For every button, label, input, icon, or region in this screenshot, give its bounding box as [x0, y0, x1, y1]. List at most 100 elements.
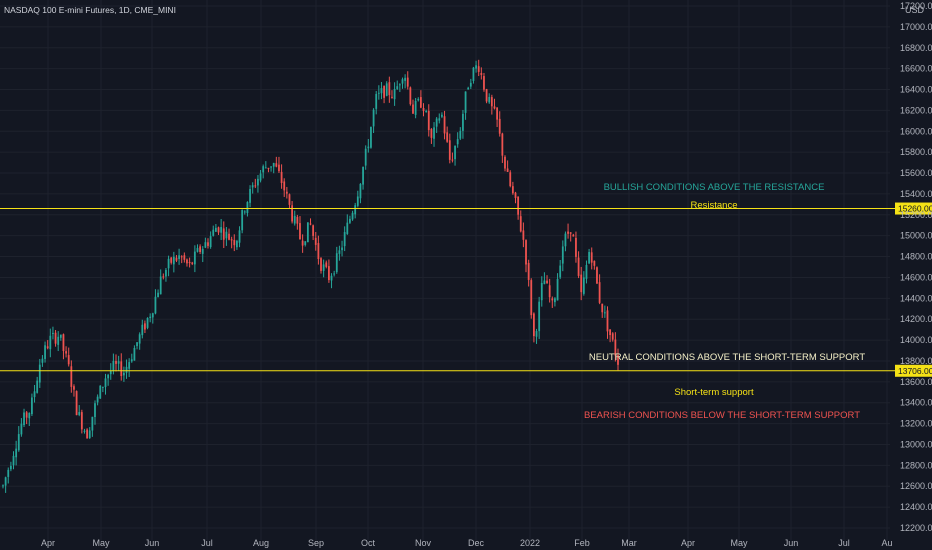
candle-body	[335, 253, 338, 273]
candle-body	[188, 261, 191, 264]
candle-body	[333, 273, 336, 275]
candle-body	[511, 186, 514, 194]
candle-body	[41, 358, 44, 363]
candle-body	[320, 258, 322, 271]
y-tick-label: 13000.00	[900, 439, 932, 449]
candle-body	[285, 191, 288, 194]
candle-body	[86, 429, 89, 439]
y-tick-label: 12200.00	[900, 523, 932, 533]
candle-body	[293, 215, 296, 224]
candle-body	[443, 116, 446, 134]
candle-body	[65, 351, 67, 354]
candle-body	[70, 366, 73, 387]
x-tick-label: Apr	[681, 538, 695, 548]
candle-body	[467, 87, 470, 90]
candle-body	[459, 130, 462, 139]
candle-body	[488, 96, 491, 103]
candle-body	[94, 403, 96, 418]
candle-body	[88, 430, 91, 439]
y-tick-label: 15200.00	[900, 210, 932, 220]
candle-body	[551, 298, 554, 301]
candle-body	[49, 335, 52, 350]
y-tick-label: 16200.00	[900, 105, 932, 115]
candle-body	[46, 346, 49, 349]
candle-body	[330, 275, 333, 281]
candle-body	[236, 240, 238, 248]
candle-body	[299, 223, 301, 240]
candle-body	[96, 396, 99, 403]
candle-body	[17, 434, 20, 451]
symbol-title[interactable]: NASDAQ 100 E-mini Futures, 1D, CME_MINI	[4, 5, 176, 15]
candle-body	[275, 163, 278, 167]
price-axis[interactable]: 12200.00 12400.00 12600.00 12800.00 13000.00…	[900, 1, 932, 533]
candle-body	[601, 303, 604, 313]
candle-body	[530, 280, 533, 316]
candle-body	[401, 79, 404, 84]
y-tick-label: 16000.00	[900, 126, 932, 136]
candle-body	[430, 128, 433, 138]
candle-body	[159, 276, 162, 295]
x-tick-label: Jun	[145, 538, 160, 548]
candle-body	[501, 133, 504, 156]
candle-body	[109, 370, 112, 375]
y-tick-label: 15600.00	[900, 168, 932, 178]
candle-body	[404, 77, 407, 81]
candle-body	[464, 91, 467, 113]
candle-body	[338, 250, 341, 254]
candle-body	[52, 332, 54, 334]
candle-body	[101, 386, 104, 388]
candle-body	[517, 196, 520, 215]
candle-body	[554, 298, 556, 303]
candle-body	[498, 118, 501, 134]
candle-body	[546, 280, 548, 284]
x-tick-label: Feb	[574, 538, 590, 548]
time-axis[interactable]: Apr May Jun Jul Aug Sep Oct Nov Dec 2022 Feb Mar Apr…	[41, 538, 893, 548]
candle-body	[165, 269, 167, 277]
candle-body	[469, 82, 472, 87]
x-tick-label: Aug	[253, 538, 269, 548]
annotation-resistance: Resistance	[691, 200, 738, 211]
candle-body	[614, 339, 617, 356]
candle-body	[75, 391, 78, 416]
candle-body	[4, 477, 7, 486]
candle-body	[175, 257, 178, 261]
candle-body	[99, 385, 102, 399]
candle-body	[243, 211, 246, 213]
y-tick-label: 14200.00	[900, 314, 932, 324]
candle-body	[259, 173, 262, 181]
candle-body	[603, 312, 606, 314]
candle-body	[23, 412, 25, 426]
candle-body	[598, 282, 601, 303]
candle-body	[412, 104, 414, 114]
candle-body	[57, 336, 60, 345]
candle-body	[249, 189, 251, 203]
candle-body	[409, 87, 412, 105]
candle-body	[417, 99, 420, 101]
currency-label: USD	[905, 5, 925, 15]
candle-body	[414, 100, 417, 115]
candle-body	[590, 252, 593, 263]
candle-body	[183, 255, 186, 260]
candle-body	[201, 248, 204, 254]
annotation-bullish: BULLISH CONDITIONS ABOVE THE RESISTANCE	[604, 182, 825, 193]
candle-body	[7, 469, 10, 477]
candle-body	[157, 292, 159, 298]
candles	[2, 59, 619, 493]
candle-body	[419, 97, 422, 108]
candle-body	[341, 247, 343, 251]
candle-body	[257, 178, 259, 186]
y-tick-label: 17000.00	[900, 22, 932, 32]
candle-body	[364, 148, 367, 166]
candle-body	[149, 316, 152, 318]
candle-body	[475, 65, 477, 69]
candle-body	[120, 361, 123, 376]
candle-body	[580, 274, 583, 293]
y-tick-label: 14400.00	[900, 293, 932, 303]
candle-body	[477, 66, 480, 72]
levels: 15260.00 13706.00	[0, 202, 932, 377]
candle-body	[538, 301, 541, 332]
candle-body	[12, 455, 15, 466]
candle-body	[125, 366, 128, 373]
